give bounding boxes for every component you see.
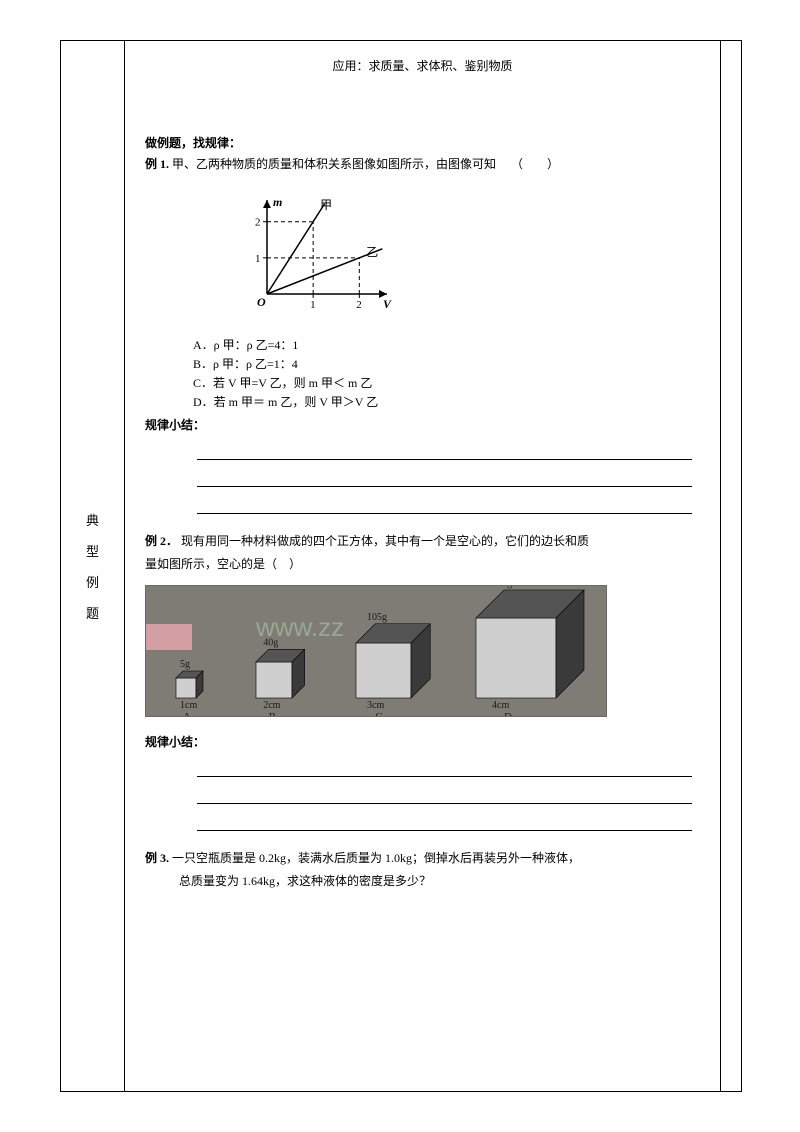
- svg-text:1cm: 1cm: [180, 700, 197, 711]
- blank-line: [197, 810, 692, 831]
- svg-text:乙: 乙: [366, 245, 378, 259]
- right-margin-column: [721, 41, 741, 1091]
- svg-text:320g: 320g: [492, 586, 512, 589]
- svg-text:m: m: [273, 195, 282, 209]
- svg-text:3cm: 3cm: [367, 700, 384, 711]
- sidebar-char: 典: [86, 510, 99, 529]
- svg-text:40g: 40g: [263, 637, 278, 648]
- blank-line: [197, 493, 692, 514]
- ex3-line1: 一只空瓶质量是 0.2kg，装满水后质量为 1.0kg；倒掉水后再装另外一种液体…: [172, 851, 580, 865]
- example-1: 例 1. 甲、乙两种物质的质量和体积关系图像如图所示，由图像可知 （ ）: [145, 155, 700, 174]
- ex2-question-l1: 现有用同一种材料做成的四个正方体，其中有一个是空心的，它们的边长和质: [181, 534, 589, 548]
- ex1-opt-c: C．若 V 甲=V 乙，则 m 甲＜ m 乙: [193, 374, 700, 391]
- example-3: 例 3. 一只空瓶质量是 0.2kg，装满水后质量为 1.0kg；倒掉水后再装另…: [145, 849, 700, 868]
- svg-text:2: 2: [356, 299, 362, 311]
- blank-line: [197, 466, 692, 487]
- ex2-question-l2: 量如图所示，空心的是（ ）: [145, 555, 700, 574]
- sidebar-char: 例: [86, 572, 99, 591]
- svg-text:B: B: [269, 711, 276, 716]
- applications-line: 应用：求质量、求体积、鉴别物质: [145, 57, 700, 74]
- rule-summary-2-lines: [169, 756, 700, 831]
- svg-text:1: 1: [255, 253, 261, 265]
- content-frame: 典 型 例 题 应用：求质量、求体积、鉴别物质 做例题，找规律： 例 1. 甲、…: [60, 40, 742, 1092]
- page-root: 典 型 例 题 应用：求质量、求体积、鉴别物质 做例题，找规律： 例 1. 甲、…: [0, 0, 800, 1132]
- blank-line: [197, 756, 692, 777]
- ex1-chart: O Vm 1 2 1 2 甲乙: [245, 182, 700, 326]
- svg-text:1: 1: [310, 299, 316, 311]
- sidebar-section-label: 典 型 例 题: [61, 41, 125, 1091]
- main-content: 应用：求质量、求体积、鉴别物质 做例题，找规律： 例 1. 甲、乙两种物质的质量…: [125, 41, 721, 1091]
- ex1-opt-d: D．若 m 甲＝ m 乙，则 V 甲＞V 乙: [193, 393, 700, 410]
- ex1-blank: （ ）: [511, 157, 559, 171]
- ex1-question: 甲、乙两种物质的质量和体积关系图像如图所示，由图像可知: [172, 157, 496, 171]
- chart-svg: O Vm 1 2 1 2 甲乙: [245, 182, 415, 322]
- ex2-figure: www.zz5g1cmA40g2cmB105g3cmC320g4cmD: [145, 585, 700, 717]
- svg-text:C: C: [375, 711, 382, 716]
- rule-summary-1-lines: [169, 439, 700, 514]
- ex3-line2: 总质量变为 1.64kg，求这种液体的密度是多少？: [145, 872, 700, 891]
- svg-text:5g: 5g: [180, 659, 190, 670]
- ex3-label: 例 3.: [145, 851, 169, 865]
- svg-text:2: 2: [255, 217, 261, 229]
- sidebar-char: 题: [86, 603, 99, 622]
- svg-text:甲: 甲: [320, 198, 332, 212]
- svg-text:V: V: [383, 297, 392, 311]
- blank-line: [197, 439, 692, 460]
- ex1-opt-a: A．ρ 甲：ρ 乙=4：1: [193, 336, 700, 353]
- svg-text:O: O: [257, 295, 266, 309]
- cubes-photo: www.zz5g1cmA40g2cmB105g3cmC320g4cmD: [145, 585, 607, 717]
- ex1-label: 例 1.: [145, 157, 169, 171]
- example-2: 例 2． 现有用同一种材料做成的四个正方体，其中有一个是空心的，它们的边长和质: [145, 532, 700, 551]
- cubes-svg: www.zz5g1cmA40g2cmB105g3cmC320g4cmD: [146, 586, 606, 716]
- rule-summary-1-label: 规律小结：: [145, 416, 700, 433]
- ex2-label: 例 2．: [145, 534, 178, 548]
- svg-text:D: D: [504, 711, 512, 716]
- svg-text:105g: 105g: [367, 611, 387, 622]
- section-a-title: 做例题，找规律：: [145, 134, 700, 151]
- rule-summary-2-label: 规律小结：: [145, 733, 700, 750]
- sidebar-char: 型: [86, 541, 99, 560]
- ex1-opt-b: B．ρ 甲：ρ 乙=1：4: [193, 355, 700, 372]
- blank-line: [197, 783, 692, 804]
- svg-text:2cm: 2cm: [263, 700, 280, 711]
- svg-text:4cm: 4cm: [492, 700, 509, 711]
- svg-text:A: A: [183, 711, 191, 716]
